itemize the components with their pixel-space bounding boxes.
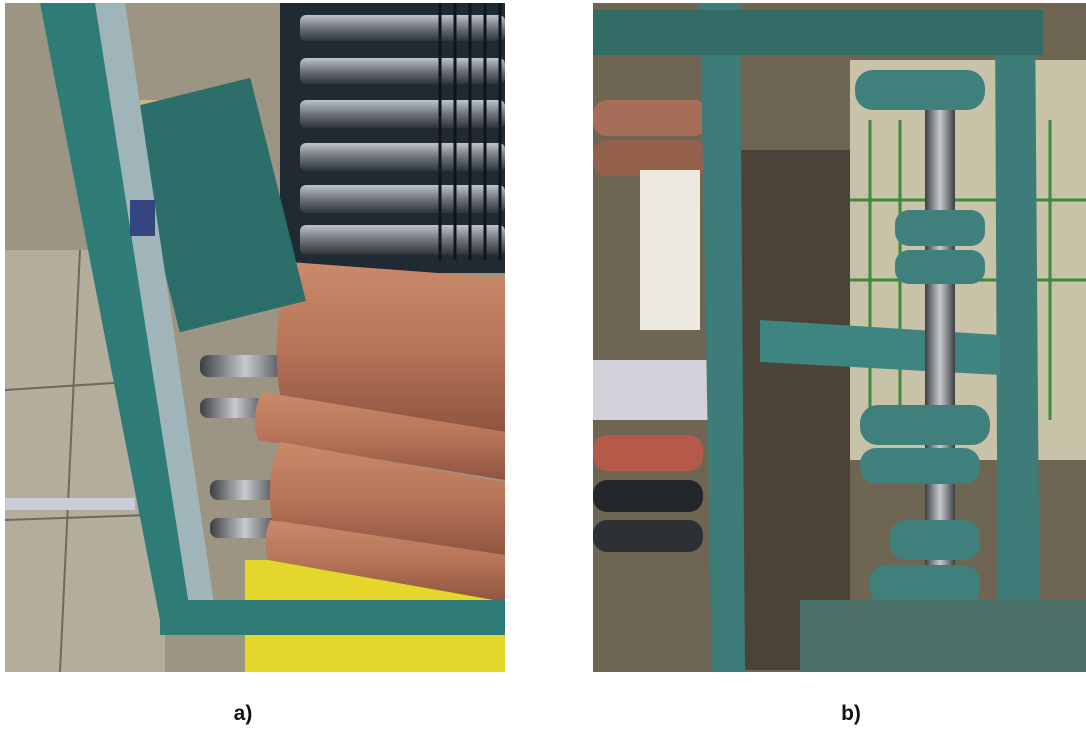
figure: a) b) bbox=[0, 0, 1086, 731]
photo-a bbox=[5, 3, 505, 672]
photo-b bbox=[593, 3, 1086, 672]
page: {"figure": {"panels": [{"caption": "a)"}… bbox=[0, 0, 1086, 731]
caption: a) bbox=[234, 702, 253, 725]
caption: b) bbox=[841, 702, 861, 725]
